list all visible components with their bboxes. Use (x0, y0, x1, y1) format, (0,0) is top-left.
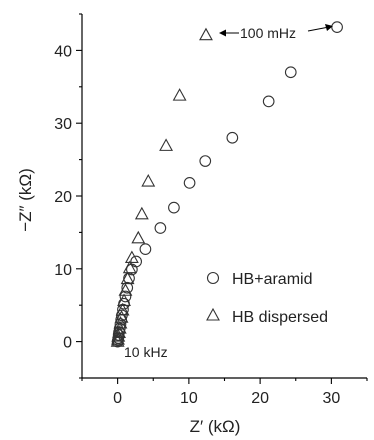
x-tick-label: 10 (180, 390, 198, 407)
legend-label-hb-aramid: HB+aramid (232, 271, 312, 288)
point-hb-dispersed (112, 325, 126, 339)
point-hb-dispersed (199, 27, 213, 41)
point-hb-aramid (183, 177, 196, 189)
y-tick-label: 30 (54, 116, 72, 133)
point-hb-dispersed (172, 88, 187, 101)
point-hb-aramid (331, 21, 343, 33)
point-hb-dispersed (115, 302, 130, 316)
annotation-arrowhead-right (325, 24, 333, 31)
y-tick-label: 10 (54, 262, 72, 279)
x-tick-label: 20 (251, 390, 269, 407)
point-hb-dispersed (111, 331, 125, 345)
legend-label-hb-dispersed: HB dispersed (232, 309, 328, 326)
point-hb-aramid (130, 255, 142, 268)
ticks: 0 10 20 30 40 0 10 20 30 (54, 13, 368, 407)
point-hb-dispersed (131, 230, 146, 244)
annotation-100mhz-label: 100 mHz (240, 25, 296, 41)
annotation-arrow-right (307, 26, 330, 32)
point-hb-aramid (121, 281, 134, 294)
point-hb-dispersed (114, 310, 129, 323)
point-hb-aramid (168, 201, 180, 214)
annotation-100mhz: 100 mHz (219, 24, 333, 41)
point-hb-aramid (226, 131, 239, 144)
x-axis-title: Z′ (kΩ) (190, 417, 241, 436)
point-hb-aramid (154, 222, 167, 234)
point-hb-dispersed (118, 283, 133, 296)
point-hb-aramid (199, 155, 212, 167)
point-hb-dispersed (120, 271, 135, 285)
point-hb-dispersed (122, 260, 137, 274)
point-hb-dispersed (124, 250, 139, 264)
x-tick-label: 0 (113, 390, 122, 407)
y-tick-label: 20 (54, 189, 72, 206)
point-hb-aramid (284, 66, 297, 79)
point-hb-dispersed (117, 293, 131, 306)
point-hb-dispersed (159, 138, 174, 151)
y-tick-label: 0 (63, 335, 72, 352)
y-tick-label: 40 (54, 43, 72, 60)
data-marks (110, 21, 343, 348)
point-hb-dispersed (141, 173, 156, 187)
point-hb-dispersed (111, 329, 126, 342)
legend-circle-marker (206, 271, 220, 285)
x-tick-label: 30 (322, 390, 340, 407)
y-axis-title: −Z″ (kΩ) (16, 168, 35, 232)
point-hb-aramid (119, 290, 132, 303)
annotation-arrowhead-left (219, 29, 226, 37)
point-hb-aramid (262, 95, 275, 108)
point-hb-dispersed (134, 206, 149, 220)
legend: HB+aramid HB dispersed (206, 271, 328, 326)
legend-triangle-marker (206, 307, 220, 321)
annotation-10khz-label: 10 kHz (124, 344, 168, 360)
point-hb-aramid (139, 243, 152, 255)
